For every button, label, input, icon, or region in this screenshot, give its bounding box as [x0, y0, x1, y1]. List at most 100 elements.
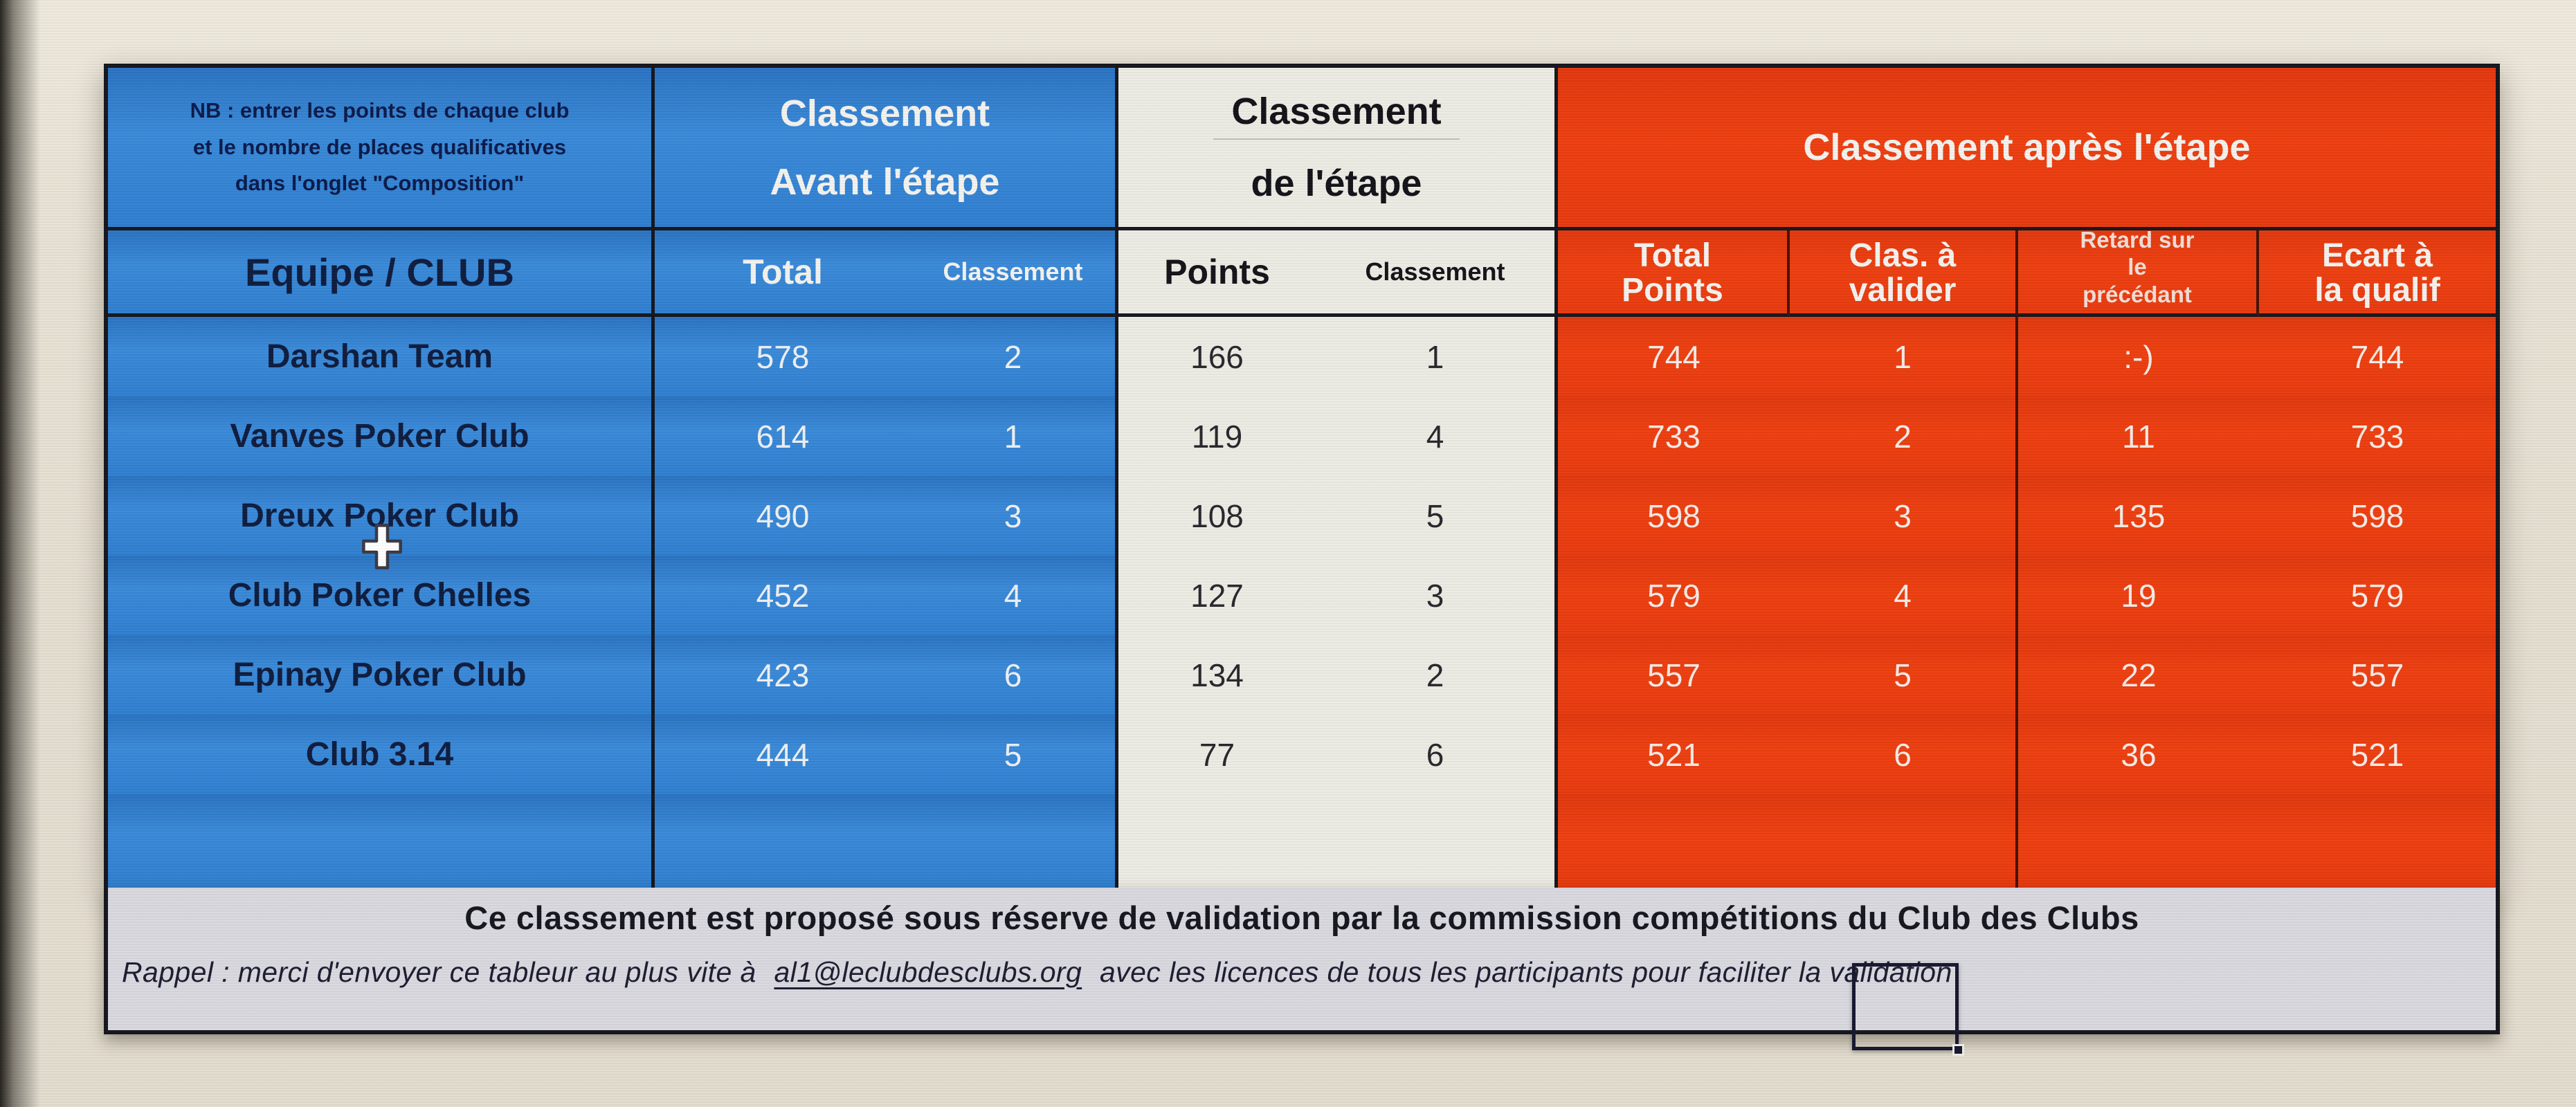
note-line: et le nombre de places qualificatives [192, 134, 567, 159]
value: 423 [756, 657, 810, 693]
column-header-equipe[interactable]: Equipe / CLUB [108, 230, 655, 317]
empty-cell[interactable] [1316, 794, 1558, 888]
header-line: Classement [1213, 90, 1460, 140]
total-avant-cell[interactable]: 614 [655, 396, 911, 476]
classement-avant-cell[interactable]: 4 [911, 556, 1118, 635]
clas-valider-cell[interactable]: 3 [1790, 476, 2018, 556]
rappel-prefix: Rappel : merci d'envoyer ce tableur au p… [122, 956, 765, 988]
column-header-retard[interactable]: Retard sur le précédant [2018, 227, 2259, 317]
value: 579 [2350, 577, 2404, 614]
classement-etape-cell[interactable]: 3 [1316, 556, 1558, 635]
value: 744 [1647, 338, 1700, 375]
ecart-cell[interactable]: 733 [2259, 396, 2496, 476]
total-points-cell[interactable]: 521 [1558, 715, 1790, 794]
fill-handle[interactable] [1952, 1044, 1964, 1056]
column-header-classement-avant[interactable]: Classement [911, 230, 1118, 317]
ecart-cell[interactable]: 521 [2259, 715, 2496, 794]
classement-avant-cell[interactable]: 1 [911, 396, 1118, 476]
total-avant-cell[interactable]: 490 [655, 476, 911, 556]
total-points-cell[interactable]: 744 [1558, 317, 1790, 396]
value: 614 [756, 418, 810, 455]
classement-avant-cell[interactable]: 3 [911, 476, 1118, 556]
value: 108 [1190, 497, 1244, 534]
clas-valider-cell[interactable]: 2 [1790, 396, 2018, 476]
total-points-cell[interactable]: 733 [1558, 396, 1790, 476]
classement-avant-cell[interactable]: 6 [911, 635, 1118, 715]
club-cell[interactable]: Darshan Team [108, 317, 655, 396]
classement-etape-cell[interactable]: 6 [1316, 715, 1558, 794]
classement-avant-cell[interactable]: 5 [911, 715, 1118, 794]
classement-avant-cell[interactable]: 2 [911, 317, 1118, 396]
column-header-label: Points [1622, 272, 1723, 309]
header-classement-apres[interactable]: Classement après l'étape [1558, 68, 2496, 230]
empty-cell[interactable] [108, 794, 655, 888]
empty-cell[interactable] [1118, 794, 1316, 888]
club-cell[interactable]: Vanves Poker Club [108, 396, 655, 476]
ecart-cell[interactable]: 744 [2259, 317, 2496, 396]
points-etape-cell[interactable]: 134 [1118, 635, 1316, 715]
column-header-points-etape[interactable]: Points [1118, 230, 1316, 317]
clas-valider-cell[interactable]: 6 [1790, 715, 2018, 794]
validation-footer[interactable]: Ce classement est proposé sous réserve d… [104, 888, 2500, 1034]
active-cell-selection[interactable] [1852, 963, 1964, 1056]
value: 36 [2121, 736, 2157, 773]
header-classement-etape[interactable]: Classement de l'étape [1118, 68, 1558, 230]
total-avant-cell[interactable]: 423 [655, 635, 911, 715]
empty-cell[interactable] [2259, 794, 2496, 888]
club-cell[interactable]: Club 3.14 [108, 715, 655, 794]
classement-etape-cell[interactable]: 5 [1316, 476, 1558, 556]
empty-cell[interactable] [2018, 794, 2259, 888]
retard-cell[interactable]: 135 [2018, 476, 2259, 556]
points-etape-cell[interactable]: 127 [1118, 556, 1316, 635]
value: 557 [1647, 657, 1700, 693]
email-link[interactable]: al1@leclubdesclubs.org [774, 956, 1082, 988]
value: 5 [1426, 497, 1444, 534]
ecart-cell[interactable]: 598 [2259, 476, 2496, 556]
points-etape-cell[interactable]: 108 [1118, 476, 1316, 556]
total-points-cell[interactable]: 598 [1558, 476, 1790, 556]
header-line: Avant l'étape [770, 161, 1000, 203]
points-etape-cell[interactable]: 77 [1118, 715, 1316, 794]
classement-etape-cell[interactable]: 2 [1316, 635, 1558, 715]
value: 1 [1004, 418, 1022, 455]
classement-etape-cell[interactable]: 1 [1316, 317, 1558, 396]
points-etape-cell[interactable]: 166 [1118, 317, 1316, 396]
column-header-total-points[interactable]: Total Points [1558, 230, 1790, 317]
total-avant-cell[interactable]: 578 [655, 317, 911, 396]
column-header-classement-etape[interactable]: Classement [1316, 230, 1558, 317]
club-cell[interactable]: Epinay Poker Club [108, 635, 655, 715]
total-points-cell[interactable]: 557 [1558, 635, 1790, 715]
total-avant-cell[interactable]: 452 [655, 556, 911, 635]
ecart-cell[interactable]: 557 [2259, 635, 2496, 715]
column-header-total-avant[interactable]: Total [655, 230, 911, 317]
empty-cell[interactable] [1558, 794, 1790, 888]
total-avant-cell[interactable]: 444 [655, 715, 911, 794]
ecart-cell[interactable]: 579 [2259, 556, 2496, 635]
club-name: Vanves Poker Club [230, 418, 529, 455]
clas-valider-cell[interactable]: 5 [1790, 635, 2018, 715]
retard-cell[interactable]: 19 [2018, 556, 2259, 635]
value: 6 [1004, 657, 1022, 693]
value: 452 [756, 577, 810, 614]
clas-valider-cell[interactable]: 1 [1790, 317, 2018, 396]
points-etape-cell[interactable]: 119 [1118, 396, 1316, 476]
value: 166 [1190, 338, 1244, 375]
column-header-ecart[interactable]: Ecart à la qualif [2259, 230, 2496, 317]
total-points-cell[interactable]: 579 [1558, 556, 1790, 635]
empty-cell[interactable] [1790, 794, 2018, 888]
retard-cell[interactable]: 11 [2018, 396, 2259, 476]
note-cell[interactable]: NB : entrer les points de chaque club et… [108, 68, 655, 230]
retard-cell[interactable]: 36 [2018, 715, 2259, 794]
retard-cell[interactable]: :-) [2018, 317, 2259, 396]
clas-valider-cell[interactable]: 4 [1790, 556, 2018, 635]
column-header-clas-a-valider[interactable]: Clas. à valider [1790, 230, 2018, 317]
column-header-label: Classement [1365, 257, 1505, 286]
retard-cell[interactable]: 22 [2018, 635, 2259, 715]
value: 22 [2121, 657, 2157, 693]
classement-etape-cell[interactable]: 4 [1316, 396, 1558, 476]
header-classement-avant[interactable]: Classement Avant l'étape [655, 68, 1118, 230]
club-cell[interactable]: Club Poker Chelles [108, 556, 655, 635]
empty-cell[interactable] [655, 794, 911, 888]
empty-cell[interactable] [911, 794, 1118, 888]
